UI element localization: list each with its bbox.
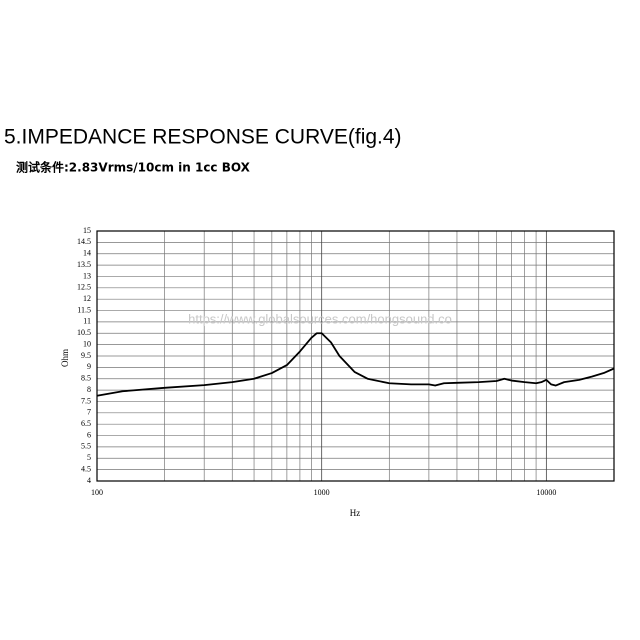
y-tick-label: 15 xyxy=(83,226,91,235)
x-tick-label: 1000 xyxy=(314,488,330,497)
x-axis-label: Hz xyxy=(350,508,361,518)
y-tick-label: 6 xyxy=(87,430,91,439)
y-tick-label: 4.5 xyxy=(81,464,91,473)
chart-title: 5.IMPEDANCE RESPONSE CURVE(fig.4) xyxy=(4,126,402,149)
y-tick-label: 5 xyxy=(87,453,91,462)
y-tick-label: 9 xyxy=(87,362,91,371)
y-tick-label: 7.5 xyxy=(81,396,91,405)
y-tick-label: 4 xyxy=(87,476,91,485)
y-tick-label: 10.5 xyxy=(77,328,91,337)
plot-frame xyxy=(96,230,615,482)
y-tick-label: 6.5 xyxy=(81,419,91,428)
y-tick-label: 14 xyxy=(83,249,91,258)
y-tick-label: 5.5 xyxy=(81,442,91,451)
y-tick-label: 12 xyxy=(83,294,91,303)
impedance-curve xyxy=(96,332,615,397)
y-tick-label: 12.5 xyxy=(77,283,91,292)
y-tick-label: 10 xyxy=(83,339,91,348)
y-tick-label: 13 xyxy=(83,271,91,280)
y-axis-label: Ohm xyxy=(60,349,70,367)
y-tick-label: 7 xyxy=(87,408,91,417)
x-tick-label: 10000 xyxy=(536,488,556,497)
x-tick-label: 100 xyxy=(91,488,103,497)
y-tick-label: 8 xyxy=(87,385,91,394)
y-tick-label: 9.5 xyxy=(81,351,91,360)
y-tick-label: 14.5 xyxy=(77,237,91,246)
watermark: https://www.globalsources.com/hongsound.… xyxy=(188,311,452,326)
y-tick-label: 13.5 xyxy=(77,260,91,269)
y-tick-label: 8.5 xyxy=(81,374,91,383)
y-tick-label: 11.5 xyxy=(77,305,91,314)
y-tick-label: 11 xyxy=(83,317,91,326)
chart-subtitle: 测试条件:2.83Vrms/10cm in 1cc BOX xyxy=(16,160,251,175)
